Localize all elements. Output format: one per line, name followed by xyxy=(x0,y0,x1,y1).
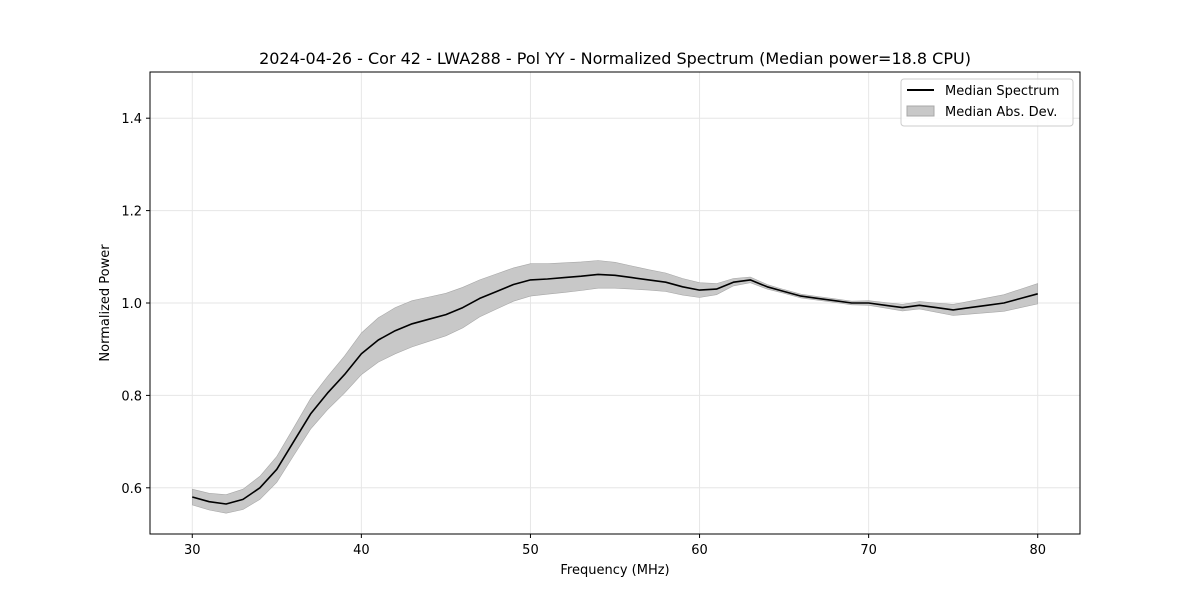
legend-label-median-spectrum: Median Spectrum xyxy=(945,84,1059,99)
x-tick-label: 80 xyxy=(1029,543,1046,558)
legend: Median Spectrum Median Abs. Dev. xyxy=(900,78,1074,127)
mad-band-layer xyxy=(192,260,1038,514)
x-tick-label: 70 xyxy=(860,543,877,558)
y-axis: 0.6 0.8 1.0 1.2 1.4 xyxy=(121,112,150,497)
legend-label-median-abs-dev: Median Abs. Dev. xyxy=(945,105,1057,120)
legend-band-swatch xyxy=(906,105,935,117)
legend-box xyxy=(900,78,1074,127)
x-tick-label: 30 xyxy=(184,543,201,558)
median-spectrum-layer xyxy=(192,273,1038,505)
y-tick-label: 0.6 xyxy=(121,482,142,497)
y-tick-label: 0.8 xyxy=(121,389,142,404)
median-spectrum-line xyxy=(192,273,1038,505)
median-abs-dev-band xyxy=(192,260,1038,514)
chart-title: 2024-04-26 - Cor 42 - LWA288 - Pol YY - … xyxy=(259,49,971,68)
x-axis-label: Frequency (MHz) xyxy=(560,563,669,578)
x-tick-label: 60 xyxy=(691,543,708,558)
y-tick-label: 1.0 xyxy=(121,297,142,312)
x-tick-label: 50 xyxy=(522,543,539,558)
y-tick-label: 1.2 xyxy=(121,205,142,220)
x-tick-label: 40 xyxy=(353,543,370,558)
x-axis: 30 40 50 60 70 80 xyxy=(184,534,1046,558)
y-tick-label: 1.4 xyxy=(121,112,142,127)
y-axis-label: Normalized Power xyxy=(98,244,113,362)
